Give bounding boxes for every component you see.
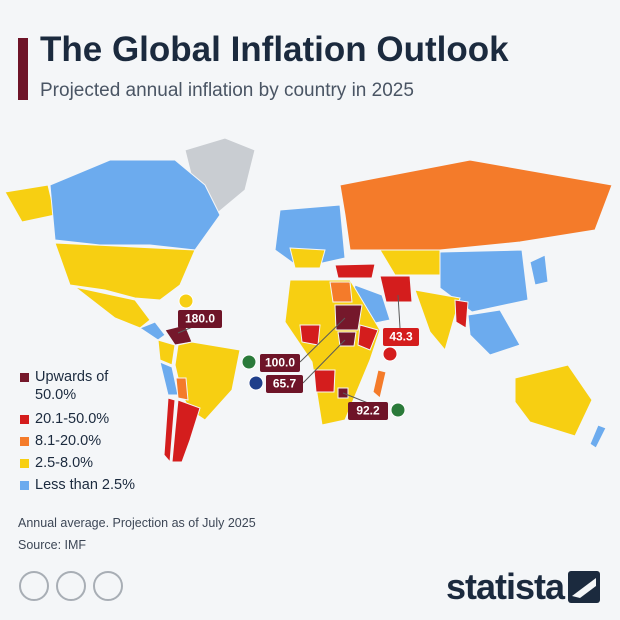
footnote: Annual average. Projection as of July 20… <box>18 516 256 530</box>
legend-item: 20.1-50.0% <box>20 410 175 428</box>
nigeria <box>299 324 321 346</box>
callout-box <box>348 402 388 420</box>
russia <box>339 159 613 251</box>
legend-label: Less than 2.5% <box>35 477 135 493</box>
legend-label: 8.1-20.0% <box>35 433 102 449</box>
legend-item: 2.5-8.0% <box>20 454 175 472</box>
callout-box <box>383 328 419 346</box>
central-asia <box>379 249 441 276</box>
legend-item: Upwards of 50.0% <box>20 368 109 404</box>
japan <box>529 254 549 286</box>
callout-box <box>260 354 300 372</box>
brand: statista <box>446 566 565 607</box>
legend-swatch <box>20 415 29 424</box>
source: Source: IMF <box>18 538 87 552</box>
flags <box>178 293 406 418</box>
usa <box>54 242 196 301</box>
legend-swatch <box>20 481 29 490</box>
leader-lines <box>177 294 401 404</box>
title: The Global Inflation Outlook <box>40 30 509 69</box>
legend-item: 8.1-20.0% <box>20 432 175 450</box>
india <box>414 289 461 352</box>
callout-value: 180.0 <box>185 312 215 326</box>
bolivia <box>175 377 189 401</box>
license-icons <box>19 571 123 601</box>
china <box>439 249 529 313</box>
callout-box <box>266 375 303 393</box>
colombia <box>157 339 176 366</box>
brand-icon <box>568 571 600 603</box>
callout-value: 65.7 <box>273 377 297 391</box>
legend-label: 20.1-50.0% <box>35 411 110 427</box>
madagascar <box>372 369 387 399</box>
legend-swatch <box>20 459 29 468</box>
legend-label: 2.5-8.0% <box>35 455 94 471</box>
ethiopia <box>357 324 379 351</box>
subtitle: Projected annual inflation by country in… <box>40 80 414 101</box>
legend-item: Less than 2.5% <box>20 476 175 494</box>
egypt <box>329 281 353 303</box>
central-america <box>138 321 166 341</box>
new-zealand <box>589 424 607 449</box>
iran <box>379 275 413 303</box>
chile <box>163 397 176 464</box>
callout-value: 92.2 <box>356 404 380 418</box>
callouts: 180.0 100.0 65.7 92.2 43.3 <box>178 310 419 420</box>
europe-south <box>289 247 326 269</box>
mexico <box>74 286 151 329</box>
title-accent <box>18 38 28 100</box>
legend-swatch <box>20 373 29 382</box>
myanmar <box>454 299 469 329</box>
southeast-asia <box>467 309 521 356</box>
callout-value: 43.3 <box>389 330 413 344</box>
sudan <box>334 304 363 331</box>
angola <box>313 369 336 393</box>
canada <box>49 159 221 251</box>
legend-label: Upwards of 50.0% <box>35 369 109 403</box>
callout-value: 100.0 <box>265 356 295 370</box>
legend-swatch <box>20 437 29 446</box>
argentina <box>171 399 201 463</box>
turkey <box>334 263 376 279</box>
australia <box>514 364 593 437</box>
alaska <box>4 184 56 223</box>
callout-box <box>178 310 222 328</box>
